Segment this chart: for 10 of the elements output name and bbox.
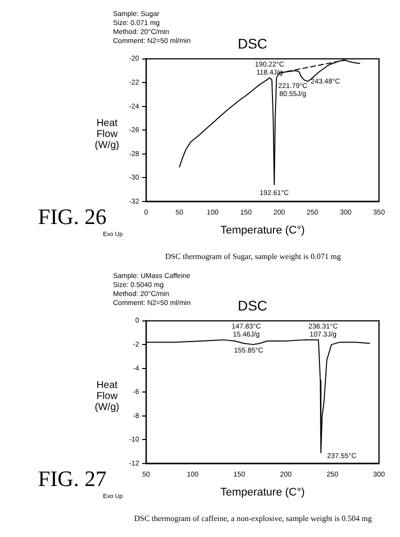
caption: FIG. 27 [38, 466, 106, 492]
chart-title: DSC [238, 35, 268, 52]
text: DSC thermogram of Sugar, sample weight is 0.071 mg [164, 252, 342, 261]
text: DSC thermogram of caffeine, a non-explosive, sample weight is 0.504 mg [133, 514, 373, 523]
y-axis-title: Heat Flow (W/g) [94, 380, 120, 413]
chart-title: DSC [238, 297, 268, 314]
y-axis-title: Heat Flow (W/g) [94, 118, 120, 151]
caption: FIG. 26 [38, 204, 106, 230]
x-axis-title: Temperature (C°) [220, 224, 305, 236]
x-axis-title: Temperature (C°) [220, 486, 305, 498]
